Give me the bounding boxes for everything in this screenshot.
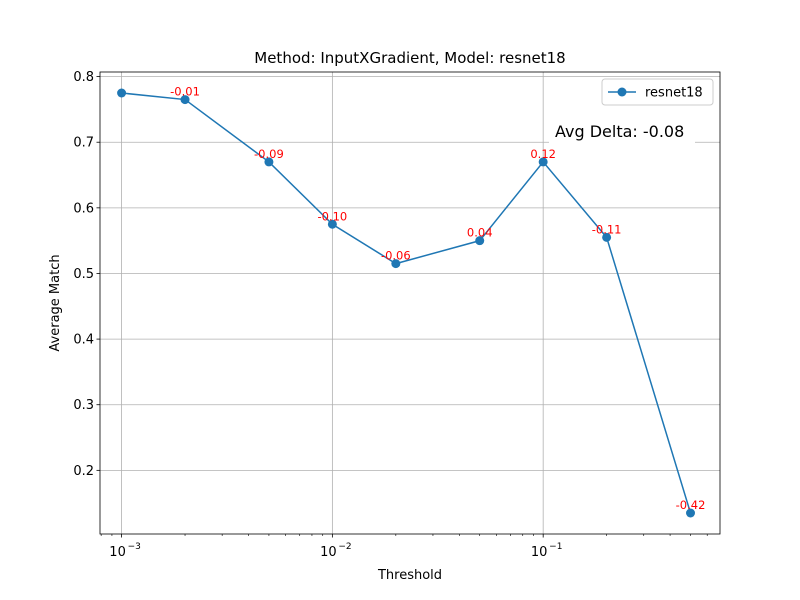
data-point	[180, 95, 190, 105]
data-point	[602, 232, 612, 242]
avg-delta-box: Avg Delta: -0.08	[549, 118, 695, 144]
delta-label: -0.10	[317, 209, 347, 223]
data-point	[686, 508, 696, 518]
legend-label: resnet18	[645, 86, 703, 101]
y-tick-label: 0.5	[73, 267, 94, 282]
delta-label: 0.04	[467, 226, 493, 240]
y-tick-label: 0.4	[73, 333, 94, 348]
delta-label: 0.12	[530, 147, 556, 161]
x-tick-label: 10	[109, 545, 126, 560]
delta-label: -0.06	[381, 249, 411, 263]
y-axis: 0.2 0.3 0.4 0.5 0.6 0.7 0.8	[73, 70, 100, 479]
legend-box	[601, 78, 714, 106]
y-tick-label: 0.2	[73, 464, 94, 479]
grid	[100, 72, 720, 534]
annotations: -0.01 -0.09 -0.10 -0.06 0.04 0.12 -0.11 -0.42	[170, 85, 705, 512]
delta-label: -0.11	[592, 222, 622, 236]
plot-area	[99, 71, 721, 535]
chart-title: Method: InputXGradient, Model: resnet18	[254, 49, 565, 67]
x-tick-label: 10	[531, 545, 548, 560]
data-point	[264, 157, 274, 167]
x-axis: 10 −3 10 −2 10 −1	[100, 534, 708, 560]
data-point	[475, 236, 485, 246]
data-point	[117, 88, 127, 98]
legend: resnet18	[601, 78, 714, 106]
legend-marker	[617, 87, 627, 97]
y-axis-label: Average Match	[48, 254, 63, 351]
y-tick-label: 0.3	[73, 398, 94, 413]
y-tick-label: 0.8	[73, 70, 94, 85]
data-point	[538, 157, 548, 167]
x-tick-label: 10	[320, 545, 337, 560]
x-axis-label: Threshold	[377, 568, 442, 583]
series	[117, 88, 696, 518]
data-point	[327, 219, 337, 229]
x-tick-exponent: −2	[338, 542, 351, 552]
delta-label: -0.09	[254, 147, 284, 161]
y-tick-label: 0.6	[73, 201, 94, 216]
delta-label: -0.01	[170, 85, 200, 99]
x-tick-exponent: −3	[128, 542, 141, 552]
avg-delta-background	[549, 118, 695, 144]
data-point	[391, 259, 401, 269]
y-tick-label: 0.7	[73, 136, 94, 151]
x-tick-exponent: −1	[549, 542, 562, 552]
avg-delta-text: Avg Delta: -0.08	[555, 122, 684, 141]
delta-label: -0.42	[676, 498, 706, 512]
